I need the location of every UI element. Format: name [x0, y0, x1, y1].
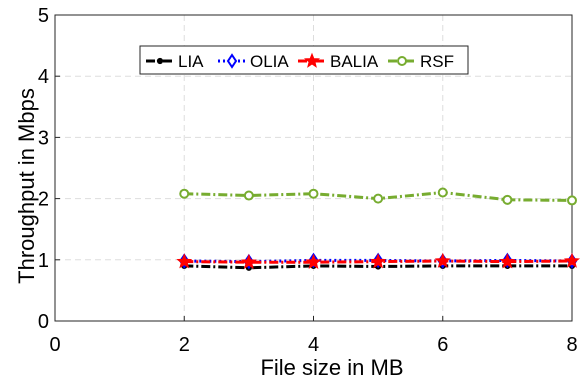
x-tick-label: 0 — [49, 334, 60, 356]
legend-label: OLIA — [250, 52, 289, 71]
data-point — [502, 194, 513, 205]
y-tick-label: 3 — [38, 127, 49, 149]
y-tick-label: 4 — [38, 66, 49, 88]
data-point — [308, 188, 319, 199]
legend-entry-lia: LIA — [146, 52, 204, 71]
data-point — [499, 253, 516, 269]
x-tick-label: 4 — [308, 334, 319, 356]
legend: LIA OLIA BALIA RSF — [139, 45, 469, 75]
legend-entry-rsf: RSF — [388, 52, 454, 71]
series-rsf — [179, 187, 577, 206]
y-tick-label: 2 — [38, 189, 49, 211]
data-point — [243, 190, 254, 201]
data-point — [437, 187, 448, 198]
y-axis-title: Throughput in Mbps — [14, 88, 39, 284]
x-tick-label: 6 — [437, 334, 448, 356]
y-tick-label: 1 — [38, 250, 49, 272]
x-axis-title: File size in MB — [260, 355, 403, 380]
series-layer — [176, 187, 581, 271]
data-point — [240, 253, 257, 270]
data-point — [370, 253, 387, 269]
legend-entry-balia: BALIA — [298, 52, 379, 71]
data-point — [434, 252, 451, 268]
legend-label: RSF — [420, 52, 454, 71]
x-tick-label: 2 — [179, 334, 190, 356]
data-point — [373, 193, 384, 204]
x-tick-label: 8 — [566, 334, 577, 356]
legend-label: BALIA — [330, 52, 379, 71]
legend-entry-olia: OLIA — [218, 52, 289, 71]
y-tick-label: 0 — [38, 311, 49, 333]
tick-labels: 0 1 2 3 4 5 0 2 4 6 8 — [38, 5, 578, 356]
series-balia — [176, 252, 581, 270]
data-point — [563, 252, 581, 268]
data-point — [176, 253, 193, 269]
data-point — [305, 253, 322, 270]
legend-marker — [156, 57, 164, 65]
legend-marker — [303, 52, 321, 68]
data-point — [567, 195, 577, 206]
y-tick-label: 5 — [38, 5, 49, 27]
legend-marker — [226, 53, 238, 69]
legend-label: LIA — [178, 52, 204, 71]
data-point — [179, 188, 190, 199]
legend-marker — [397, 56, 407, 66]
